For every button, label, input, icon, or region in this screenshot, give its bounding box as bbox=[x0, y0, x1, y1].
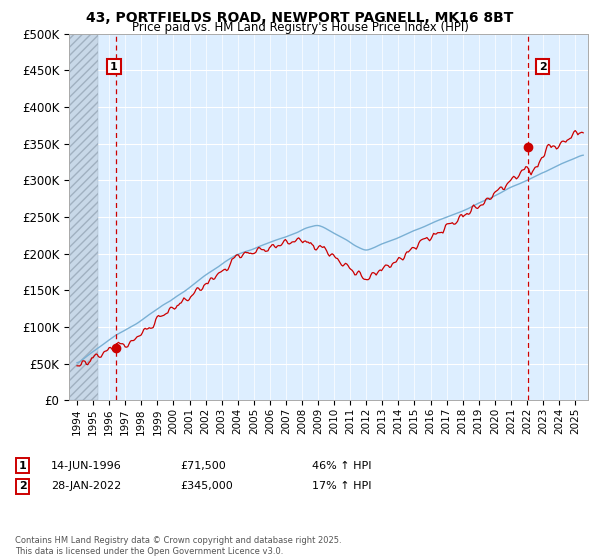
Text: 43, PORTFIELDS ROAD, NEWPORT PAGNELL, MK16 8BT: 43, PORTFIELDS ROAD, NEWPORT PAGNELL, MK… bbox=[86, 11, 514, 25]
Bar bbox=[69, 34, 98, 400]
Text: 17% ↑ HPI: 17% ↑ HPI bbox=[312, 481, 371, 491]
Text: 28-JAN-2022: 28-JAN-2022 bbox=[51, 481, 121, 491]
Text: 2: 2 bbox=[539, 62, 547, 72]
Text: £345,000: £345,000 bbox=[180, 481, 233, 491]
Text: Contains HM Land Registry data © Crown copyright and database right 2025.
This d: Contains HM Land Registry data © Crown c… bbox=[15, 536, 341, 556]
Text: 2: 2 bbox=[19, 481, 26, 491]
Text: 1: 1 bbox=[110, 62, 118, 72]
Text: 46% ↑ HPI: 46% ↑ HPI bbox=[312, 461, 371, 471]
Text: 1: 1 bbox=[19, 461, 26, 471]
Text: 14-JUN-1996: 14-JUN-1996 bbox=[51, 461, 122, 471]
Text: Price paid vs. HM Land Registry's House Price Index (HPI): Price paid vs. HM Land Registry's House … bbox=[131, 21, 469, 34]
Text: £71,500: £71,500 bbox=[180, 461, 226, 471]
